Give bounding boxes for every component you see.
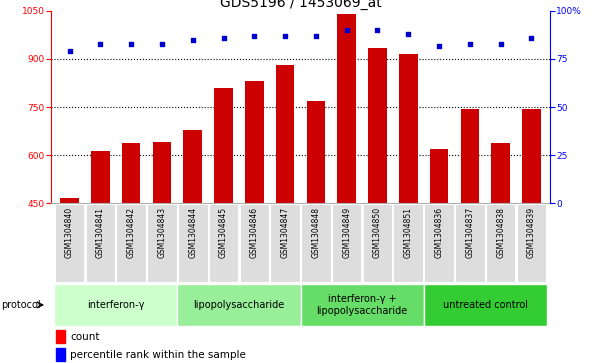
Bar — [91, 151, 109, 348]
Point — [280, 33, 290, 39]
FancyBboxPatch shape — [178, 204, 207, 282]
Text: interferon-γ +
lipopolysaccharide: interferon-γ + lipopolysaccharide — [317, 294, 407, 316]
FancyBboxPatch shape — [301, 204, 331, 282]
Bar — [56, 348, 65, 361]
FancyBboxPatch shape — [177, 284, 300, 326]
FancyBboxPatch shape — [517, 204, 546, 282]
Bar — [399, 54, 418, 348]
Point — [219, 35, 228, 41]
FancyBboxPatch shape — [455, 204, 484, 282]
Bar — [492, 143, 510, 348]
Bar — [183, 130, 202, 348]
Point — [496, 41, 505, 46]
Point — [403, 31, 413, 37]
Text: GSM1304847: GSM1304847 — [281, 207, 290, 258]
Bar — [337, 14, 356, 348]
Text: GSM1304851: GSM1304851 — [404, 207, 413, 258]
Point — [526, 35, 536, 41]
FancyBboxPatch shape — [209, 204, 239, 282]
Text: GSM1304842: GSM1304842 — [127, 207, 136, 258]
FancyBboxPatch shape — [362, 204, 392, 282]
Point — [157, 41, 166, 46]
Text: interferon-γ: interferon-γ — [87, 300, 144, 310]
Text: GSM1304850: GSM1304850 — [373, 207, 382, 258]
Text: lipopolysaccharide: lipopolysaccharide — [194, 300, 284, 310]
Bar — [153, 142, 171, 348]
Point — [188, 37, 198, 42]
Text: GSM1304849: GSM1304849 — [342, 207, 351, 258]
FancyBboxPatch shape — [240, 204, 269, 282]
Bar — [430, 149, 448, 348]
Text: percentile rank within the sample: percentile rank within the sample — [70, 350, 246, 360]
Text: GSM1304843: GSM1304843 — [157, 207, 166, 258]
FancyBboxPatch shape — [424, 204, 454, 282]
Point — [465, 41, 475, 46]
Point — [96, 41, 105, 46]
FancyBboxPatch shape — [117, 204, 146, 282]
Point — [249, 33, 259, 39]
FancyBboxPatch shape — [486, 204, 516, 282]
FancyBboxPatch shape — [332, 204, 361, 282]
Text: GSM1304846: GSM1304846 — [250, 207, 259, 258]
Point — [126, 41, 136, 46]
Title: GDS5196 / 1453069_at: GDS5196 / 1453069_at — [219, 0, 382, 10]
Bar — [460, 109, 479, 348]
Text: GSM1304841: GSM1304841 — [96, 207, 105, 258]
Text: GSM1304837: GSM1304837 — [465, 207, 474, 258]
Point — [311, 33, 321, 39]
Text: count: count — [70, 332, 100, 342]
Bar — [522, 109, 541, 348]
Text: GSM1304848: GSM1304848 — [311, 207, 320, 258]
FancyBboxPatch shape — [147, 204, 177, 282]
Text: GSM1304839: GSM1304839 — [527, 207, 536, 258]
Point — [435, 42, 444, 48]
Bar — [368, 48, 386, 348]
Bar — [122, 143, 141, 348]
FancyBboxPatch shape — [54, 284, 177, 326]
FancyBboxPatch shape — [424, 284, 547, 326]
Point — [342, 27, 352, 33]
Text: GSM1304844: GSM1304844 — [188, 207, 197, 258]
Text: GSM1304845: GSM1304845 — [219, 207, 228, 258]
Text: GSM1304838: GSM1304838 — [496, 207, 505, 258]
Bar — [245, 81, 264, 348]
Bar — [60, 197, 79, 348]
Bar — [215, 88, 233, 348]
Text: GSM1304836: GSM1304836 — [435, 207, 444, 258]
Bar — [276, 65, 294, 348]
Bar — [307, 101, 325, 348]
Text: protocol: protocol — [1, 300, 41, 310]
Text: untreated control: untreated control — [443, 300, 528, 310]
FancyBboxPatch shape — [394, 204, 423, 282]
FancyBboxPatch shape — [300, 284, 424, 326]
Point — [373, 27, 382, 33]
Text: GSM1304840: GSM1304840 — [65, 207, 74, 258]
FancyBboxPatch shape — [270, 204, 300, 282]
Point — [65, 48, 75, 54]
Bar — [56, 330, 65, 343]
FancyBboxPatch shape — [55, 204, 84, 282]
FancyBboxPatch shape — [85, 204, 115, 282]
